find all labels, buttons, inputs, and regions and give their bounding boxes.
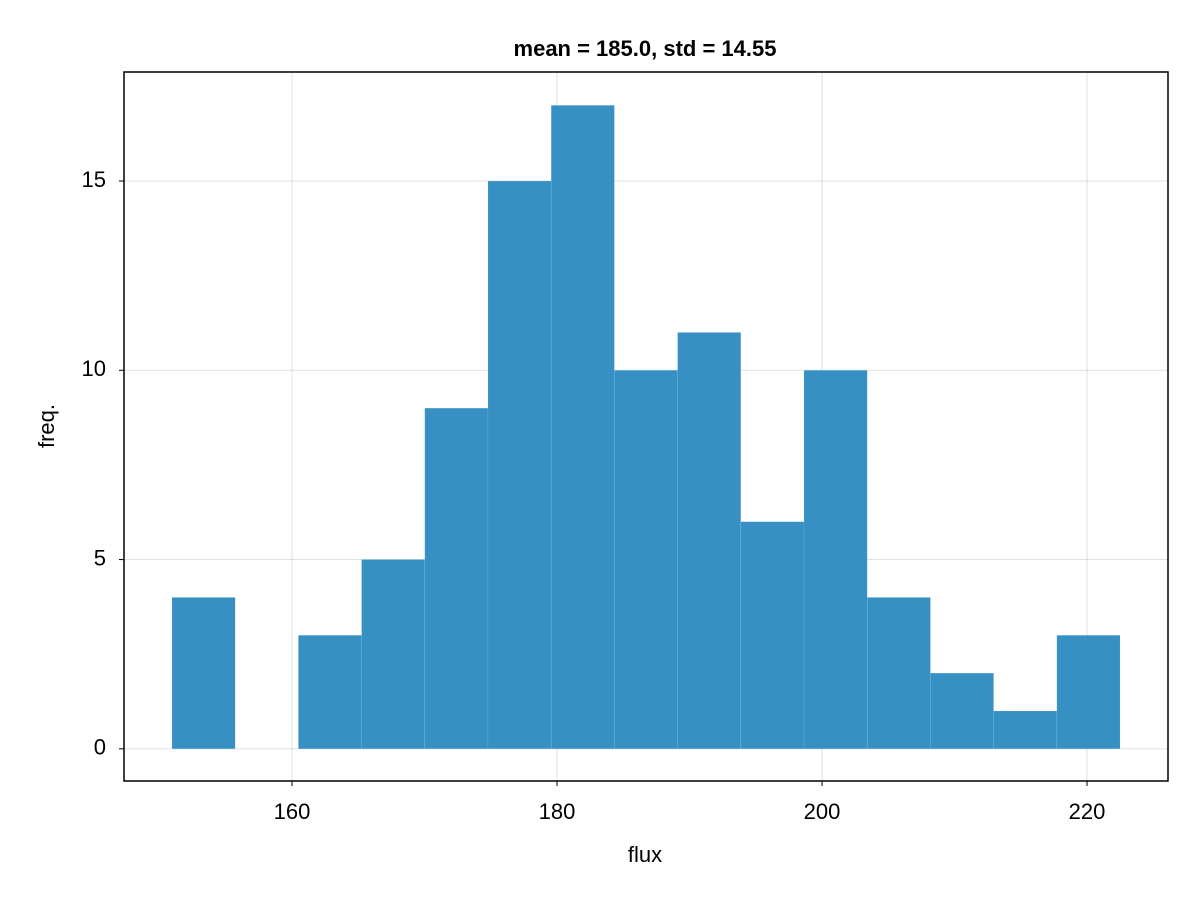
bar bbox=[677, 332, 742, 750]
y-tick-label: 15 bbox=[82, 167, 106, 192]
bar bbox=[614, 369, 678, 750]
x-tick-label: 160 bbox=[274, 799, 311, 824]
bar bbox=[424, 407, 489, 750]
bar bbox=[487, 180, 552, 750]
x-tick-label: 200 bbox=[804, 799, 841, 824]
bar bbox=[298, 634, 362, 750]
plot-frame bbox=[123, 71, 1169, 782]
bar bbox=[866, 597, 931, 750]
chart-title: mean = 185.0, std = 14.55 bbox=[514, 36, 777, 61]
y-tick-label: 5 bbox=[94, 545, 106, 570]
bar bbox=[361, 559, 426, 750]
x-tick-label: 180 bbox=[539, 799, 576, 824]
bar bbox=[1056, 634, 1121, 750]
y-tick-label: 0 bbox=[94, 735, 106, 760]
bar bbox=[803, 369, 868, 750]
bar bbox=[550, 105, 615, 750]
bar bbox=[171, 597, 236, 750]
x-axis-label: flux bbox=[628, 842, 662, 867]
bar bbox=[993, 710, 1058, 750]
y-tick-label: 10 bbox=[82, 356, 106, 381]
bar bbox=[740, 521, 805, 750]
y-axis-label: freq. bbox=[34, 404, 59, 448]
bar bbox=[930, 672, 994, 750]
x-tick-label: 220 bbox=[1069, 799, 1106, 824]
